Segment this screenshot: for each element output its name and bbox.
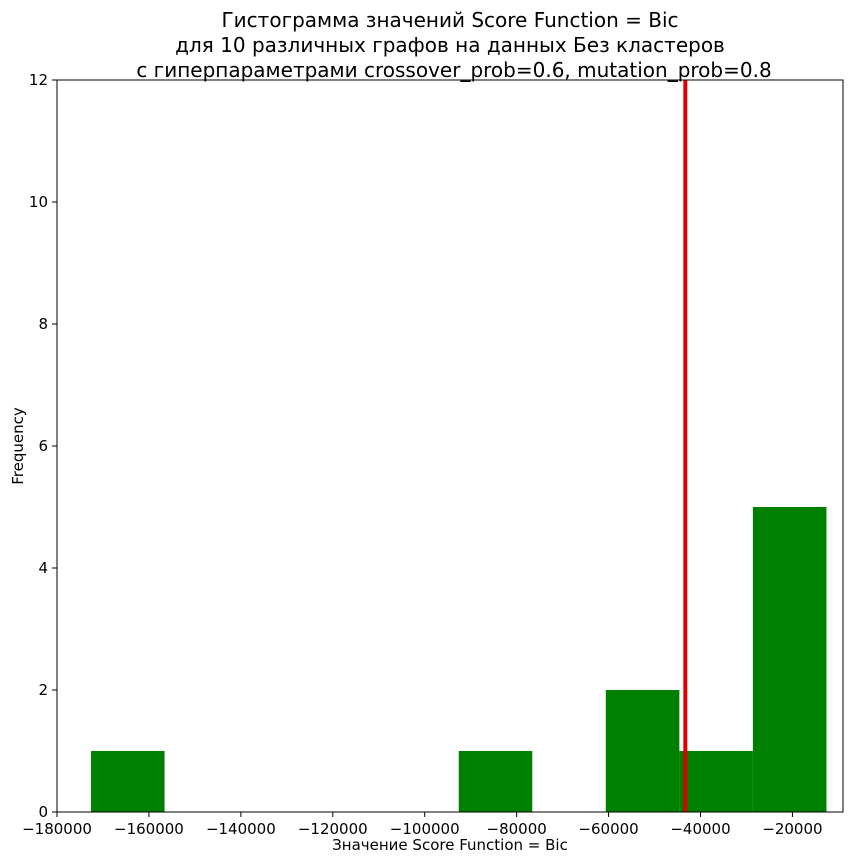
y-tick-label: 10 bbox=[29, 193, 48, 211]
histogram-bar-9 bbox=[679, 751, 753, 812]
histogram-bar-6 bbox=[458, 751, 533, 812]
y-tick-label: 4 bbox=[38, 559, 48, 577]
histogram-bar-1 bbox=[91, 751, 165, 812]
plot-area-frame bbox=[56, 79, 844, 813]
chart-title: Гистограмма значений Score Function = Bi… bbox=[136, 8, 771, 82]
x-tick-label: −60000 bbox=[578, 820, 638, 838]
x-tick-label: −80000 bbox=[487, 820, 547, 838]
y-tick-label: 2 bbox=[38, 681, 48, 699]
y-axis-ticks: 0 2 4 6 8 10 12 bbox=[29, 71, 57, 821]
x-axis-ticks: −180000 −160000 −140000 −120000 −100000 −8000… bbox=[22, 812, 823, 838]
x-tick-label: −20000 bbox=[762, 820, 822, 838]
chart-title-line-3: с гиперпараметрами crossover_prob=0.6, m… bbox=[136, 58, 771, 82]
x-tick-label: −140000 bbox=[206, 820, 276, 838]
histogram-bar-10 bbox=[752, 507, 827, 812]
y-tick-label: 6 bbox=[38, 437, 48, 455]
x-tick-label: −40000 bbox=[670, 820, 730, 838]
x-tick-label: −100000 bbox=[390, 820, 460, 838]
x-axis-label: Значение Score Function = Bic bbox=[332, 836, 568, 854]
chart-title-line-1: Гистограмма значений Score Function = Bi… bbox=[221, 8, 678, 32]
histogram-bar-8 bbox=[605, 690, 680, 812]
y-tick-label: 8 bbox=[38, 315, 48, 333]
histogram-bars bbox=[91, 507, 827, 812]
x-tick-label: −120000 bbox=[298, 820, 368, 838]
x-tick-label: −160000 bbox=[114, 820, 184, 838]
y-axis-label: Frequency bbox=[9, 407, 27, 485]
x-tick-label: −180000 bbox=[22, 820, 92, 838]
chart-title-line-2: для 10 различных графов на данных Без кл… bbox=[175, 33, 725, 57]
y-tick-label: 12 bbox=[29, 71, 48, 89]
y-tick-label: 0 bbox=[38, 803, 48, 821]
